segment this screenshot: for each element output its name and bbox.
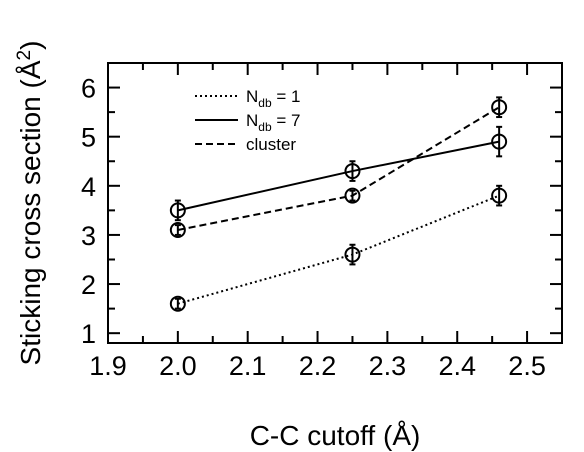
data-point [169, 222, 186, 239]
data-point [169, 202, 186, 219]
series-3 [169, 96, 508, 239]
series-layer [169, 96, 508, 312]
y-axis-label-close: ) [15, 41, 46, 50]
y-axis-label-text: Sticking cross section (Å [15, 60, 46, 365]
legend-label: Ndb = 7 [246, 111, 300, 134]
y-tick-label: 1 [81, 319, 96, 349]
series-line [177, 140, 500, 212]
series-line [177, 106, 500, 231]
data-point [491, 187, 508, 204]
y-tick-label: 5 [81, 123, 96, 153]
legend-label: Ndb = 1 [246, 87, 300, 110]
y-axis-ticks: 1 2 3 4 5 6 [81, 74, 562, 349]
x-tick-label: 2.1 [229, 351, 267, 381]
series-line [177, 194, 500, 305]
plot-frame [107, 62, 563, 344]
legend-label: cluster [246, 135, 296, 154]
x-axis-ticks: 1.9 2.0 2.1 2.2 2.3 2.4 2.5 [89, 63, 546, 381]
x-axis-label: C-C cutoff (Å) [250, 420, 421, 451]
x-tick-label: 1.9 [89, 351, 127, 381]
x-tick-label: 2.4 [438, 351, 476, 381]
y-tick-label: 2 [81, 270, 96, 300]
data-point [491, 99, 508, 116]
x-tick-label: 2.2 [299, 351, 337, 381]
series-1 [169, 184, 508, 312]
x-tick-label: 2.0 [159, 351, 197, 381]
data-point [169, 295, 186, 312]
x-tick-label: 2.5 [508, 351, 546, 381]
y-tick-label: 3 [81, 221, 96, 251]
data-point [344, 187, 361, 204]
y-tick-label: 4 [81, 172, 96, 202]
data-point [344, 163, 361, 180]
y-axis-label: Sticking cross section (Å2) [14, 41, 46, 366]
data-point [344, 246, 361, 263]
y-axis-label-superscript: 2 [14, 50, 35, 61]
data-point [491, 133, 508, 150]
y-tick-label: 6 [81, 74, 96, 104]
series-2 [169, 125, 508, 222]
x-tick-label: 2.3 [369, 351, 407, 381]
